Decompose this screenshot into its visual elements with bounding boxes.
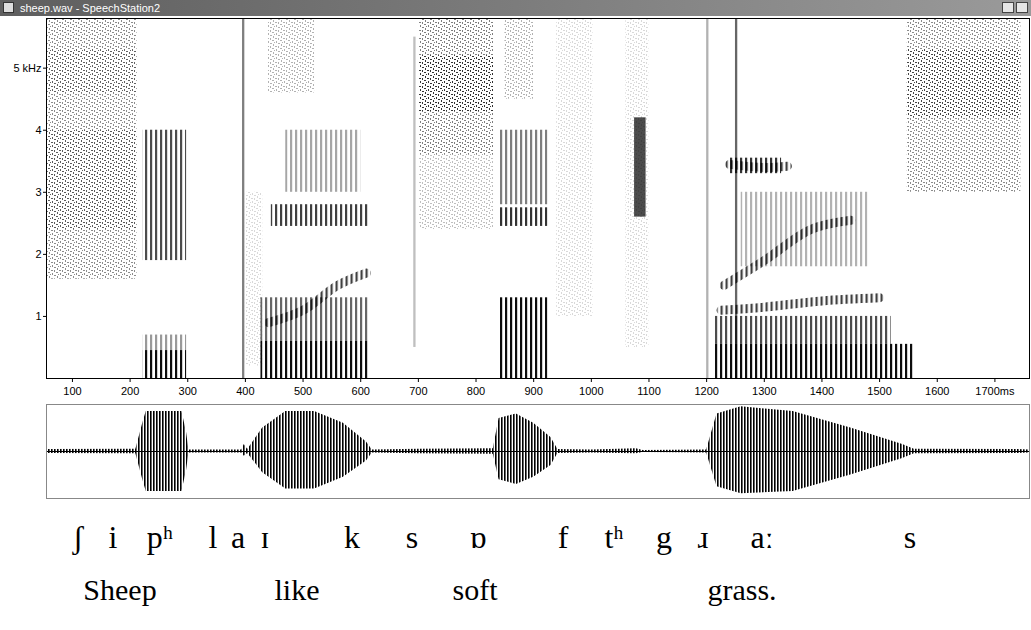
svg-text:k: k [344,519,360,555]
svg-text:1700ms: 1700ms [975,385,1015,397]
svg-text:f: f [558,519,569,555]
svg-text:like: like [275,573,320,606]
svg-text:g: g [656,519,672,555]
svg-text:s: s [406,519,418,555]
svg-text:1300: 1300 [752,385,776,397]
svg-text:1500: 1500 [867,385,891,397]
svg-text:ʃ: ʃ [72,519,85,555]
svg-text:ɒ: ɒ [470,519,487,555]
svg-text:s: s [904,519,916,555]
svg-text:900: 900 [524,385,542,397]
svg-text:500: 500 [294,385,312,397]
svg-text:tʰ: tʰ [604,519,623,555]
svg-text:100: 100 [63,385,81,397]
svg-text:1400: 1400 [810,385,834,397]
svg-text:1: 1 [35,310,41,322]
svg-text:ɹ: ɹ [698,519,709,555]
svg-text:200: 200 [121,385,139,397]
svg-text:1200: 1200 [694,385,718,397]
svg-text:i: i [109,519,118,555]
svg-text:700: 700 [409,385,427,397]
svg-text:1000: 1000 [579,385,603,397]
svg-text:1100: 1100 [637,385,661,397]
svg-text:pʰ: pʰ [147,519,173,555]
svg-text:300: 300 [179,385,197,397]
html-text:sheep.wav - SpeechStation2: sheep.wav - SpeechStation2 [20,2,160,14]
svg-text:400: 400 [236,385,254,397]
svg-text:soft: soft [453,573,499,606]
svg-text:ɪ: ɪ [261,519,270,555]
svg-text:600: 600 [352,385,370,397]
svg-text:5 kHz: 5 kHz [13,62,41,74]
svg-text:a: a [231,519,245,555]
svg-text:aː: aː [750,519,773,555]
svg-text:4: 4 [35,124,41,136]
svg-text:grass.: grass. [707,573,776,606]
svg-text:800: 800 [467,385,485,397]
svg-text:3: 3 [35,186,41,198]
svg-text:1600: 1600 [925,385,949,397]
svg-text:l: l [209,519,218,555]
svg-text:2: 2 [35,248,41,260]
svg-text:Sheep: Sheep [83,573,156,606]
